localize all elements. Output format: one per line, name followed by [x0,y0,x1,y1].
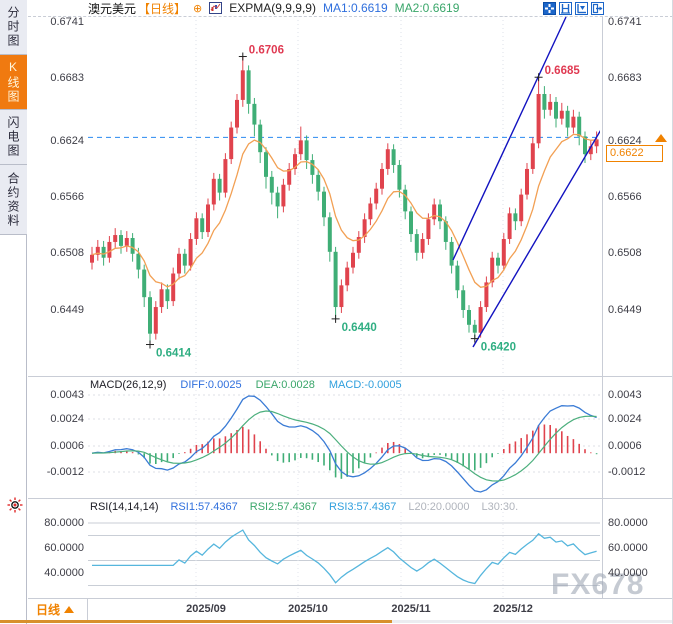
rsi-header: RSI(14,14,14) RSI1:57.4367 RSI2:57.4367 … [90,501,518,513]
axis-label: 0.6508 [50,247,84,259]
axis-label: 0.6683 [608,72,642,84]
axis-label: 80.0000 [608,517,648,529]
axis-label: 0.6624 [608,135,642,147]
sidebar-tab-label: 合约资料 [6,171,20,228]
current-price-box: 0.6622 [606,145,663,162]
chart-title-bar: 澳元美元 【日线】 ⊕ EXPMA(9,9,9,9) MA1:0.6619 MA2… [88,0,459,16]
high-price-annotation: 0.6685 [545,65,581,77]
axis-label: 0.6508 [608,247,642,259]
low-price-annotation: 0.6414 [156,348,192,360]
date-label: 2025/11 [391,603,431,615]
symbol-name: 澳元美元 [88,1,137,16]
exit-icon[interactable] [591,2,604,15]
macd-bar-value: MACD:-0.0005 [328,379,402,391]
indicator-name: EXPMA(9,9,9,9) [229,1,316,15]
chart-type-icon[interactable] [209,2,223,14]
rsi2-value: RSI2:57.4367 [249,501,318,513]
axis-label: 0.0024 [50,413,84,425]
period-selector[interactable]: 日线 [28,598,88,620]
low-price-annotation: 0.6440 [342,322,377,334]
range-scrollbar-track[interactable] [392,620,673,623]
axis-label: -0.0012 [608,466,646,478]
axis-scale-icon[interactable] [575,2,588,15]
axis-label: 0.6566 [608,191,642,203]
date-label: 2025/12 [493,603,533,615]
sidebar-tab-label: 闪电图 [6,116,20,158]
macd-diff-value: DIFF:0.0025 [180,379,242,391]
axis-label: 80.0000 [44,517,84,529]
sidebar-tab-label: K线图 [6,60,20,104]
axis-label: 60.0000 [44,542,84,554]
axis-label: 0.6449 [50,304,84,316]
macd-dea-value: DEA:0.0028 [255,379,315,391]
sidebar-tab-label: 分时图 [6,6,20,48]
axis-label: -0.0012 [46,466,84,478]
crosshair-icon[interactable] [543,2,556,15]
axis-label: 0.6741 [50,16,84,28]
rsi-l20-value: L20:20.0000 [408,501,470,513]
high-price-annotation: 0.6706 [249,45,284,57]
axis-label: 40.0000 [44,567,84,579]
axis-label: 60.0000 [608,542,648,554]
axis-label: 0.6741 [608,16,642,28]
axis-label: 0.0006 [50,440,84,452]
price-up-arrow-icon [655,134,667,142]
panel-separator [28,376,673,377]
macd-title[interactable]: MACD(26,12,9) [90,379,167,391]
axis-label: 40.0000 [608,567,648,579]
axis-label: 0.6449 [608,304,642,316]
sidebar: 分时图 K线图 闪电图 合约资料 [0,0,27,624]
axis-label: 0.0024 [608,413,642,425]
candlestick-chart[interactable]: 0.6706 0.6685 0.6414 0.6440 0.6420 [88,16,600,374]
macd-header: MACD(26,12,9) DIFF:0.0025 DEA:0.0028 MAC… [90,379,402,391]
panel-separator [28,598,673,599]
axis-label: 0.0043 [608,389,642,401]
macd-chart[interactable] [88,390,600,498]
axis-label: 0.0043 [50,389,84,401]
ma1-value: MA1:0.6619 [322,1,388,15]
sidebar-tab-contract-info[interactable]: 合约资料 [0,165,27,235]
period-dropdown-arrow-icon [64,605,75,613]
axis-label: 0.6624 [50,135,84,147]
chart-toolbar [543,2,604,15]
period-label: 日线 [36,602,61,617]
panel-separator [28,498,673,499]
alarm-icon[interactable] [7,497,23,513]
rsi-title[interactable]: RSI(14,14,14) [90,501,159,513]
rsi-l30-value: L30:30. [481,501,519,513]
low-price-annotation: 0.6420 [481,342,516,354]
rsi1-value: RSI1:57.4367 [170,501,238,513]
axis-label: 0.6566 [50,191,84,203]
ma2-value: MA2:0.6619 [394,1,460,15]
plot-right-edge [602,16,603,598]
sidebar-tab-lightning[interactable]: 闪电图 [0,110,27,165]
date-label: 2025/10 [288,603,328,615]
sidebar-tab-timeline[interactable]: 分时图 [0,0,27,55]
period-tag: 【日线】 [138,1,187,16]
measure-icon[interactable] [559,2,572,15]
rsi-chart[interactable] [88,512,600,598]
add-indicator-icon[interactable]: ⊕ [193,2,203,15]
axis-label: 0.0006 [608,440,642,452]
date-label: 2025/09 [186,603,226,615]
axis-label: 0.6683 [50,72,84,84]
range-scrollbar[interactable] [0,620,392,623]
sidebar-tab-kline[interactable]: K线图 [0,55,27,110]
header-separator [28,16,673,17]
rsi3-value: RSI3:57.4367 [329,501,397,513]
watermark: FX678 [551,568,645,601]
